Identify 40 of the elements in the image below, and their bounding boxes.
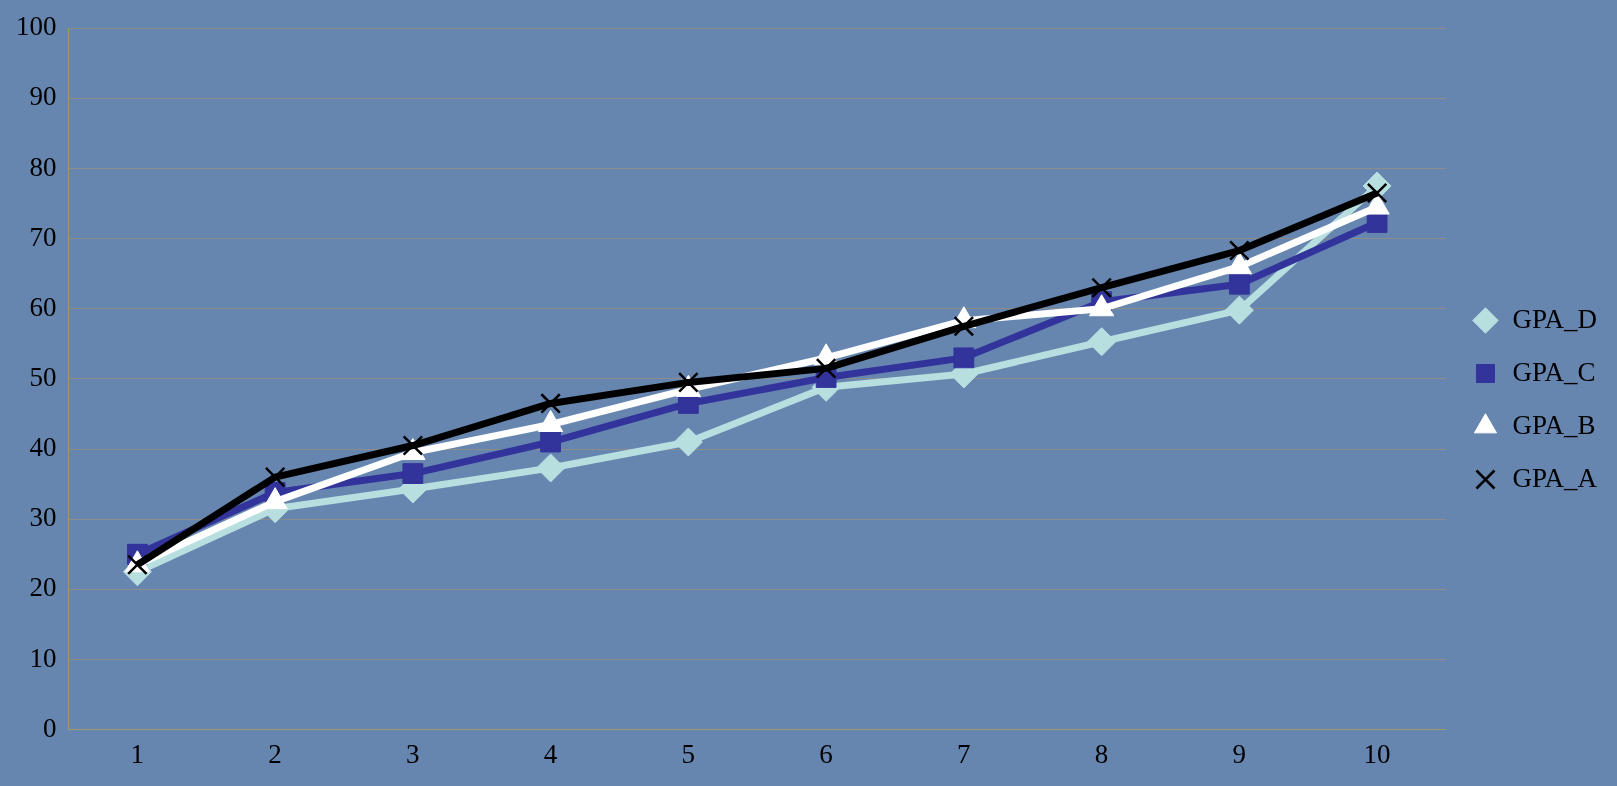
x-tick-label: 1 bbox=[130, 738, 145, 769]
point bbox=[953, 315, 975, 337]
point bbox=[953, 347, 975, 369]
y-tick-label: 60 bbox=[29, 291, 57, 322]
point bbox=[402, 435, 424, 456]
legend-label: GPA_B bbox=[1512, 409, 1596, 440]
y-tick-label: 80 bbox=[29, 151, 57, 182]
y-tick-label: 10 bbox=[29, 642, 57, 673]
legend-label: GPA_D bbox=[1512, 303, 1598, 334]
legend-label: GPA_C bbox=[1512, 356, 1596, 387]
point bbox=[1224, 295, 1254, 325]
legend-label: GPA_A bbox=[1512, 462, 1598, 493]
x-tick-label: 6 bbox=[819, 738, 833, 769]
point bbox=[815, 357, 837, 379]
point bbox=[264, 466, 286, 488]
x-tick-label: 3 bbox=[406, 738, 420, 769]
y-tick-label: 20 bbox=[29, 572, 57, 603]
y-tick-label: 50 bbox=[29, 361, 57, 392]
y-tick-label: 40 bbox=[29, 432, 57, 463]
point bbox=[673, 427, 703, 457]
x-tick-label: 9 bbox=[1232, 738, 1247, 769]
point bbox=[1091, 277, 1113, 299]
y-tick-label: 70 bbox=[29, 221, 57, 252]
point bbox=[536, 453, 566, 483]
y-tick-label: 90 bbox=[29, 81, 57, 112]
point bbox=[540, 431, 562, 453]
x-tick-label: 2 bbox=[268, 738, 282, 769]
y-tick-label: 30 bbox=[29, 502, 57, 533]
x-tick-label: 4 bbox=[543, 738, 558, 769]
point bbox=[1087, 327, 1117, 357]
x-tick-label: 5 bbox=[681, 738, 696, 769]
x-tick-label: 7 bbox=[957, 738, 971, 769]
point bbox=[540, 393, 562, 414]
point bbox=[1228, 240, 1250, 261]
x-tick-label: 10 bbox=[1363, 738, 1391, 769]
y-tick-label: 0 bbox=[43, 712, 57, 743]
point bbox=[402, 463, 424, 484]
y-tick-label: 100 bbox=[16, 11, 57, 42]
point bbox=[1228, 273, 1250, 295]
x-tick-label: 8 bbox=[1094, 738, 1109, 769]
